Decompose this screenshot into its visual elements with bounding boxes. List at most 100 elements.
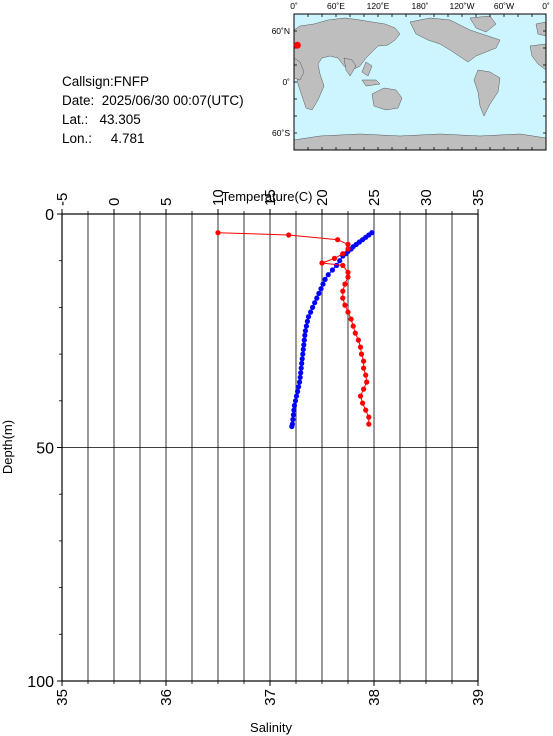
salinity-point [340, 251, 346, 257]
map-latitude-label: 0˚ [282, 77, 290, 87]
location-map: 0˚ 60˚E 120˚E 180˚ 120˚W 60˚W 0˚ 60˚N 0˚ 60˚S [272, 1, 550, 151]
salinity-point [348, 316, 354, 322]
salinity-point [340, 262, 346, 268]
temperature-point [303, 323, 309, 329]
salinity-point [345, 246, 351, 252]
map-longitude-label: 120˚W [449, 1, 474, 11]
salinity-point [352, 330, 358, 336]
map-longitude-label: 120˚E [367, 1, 390, 11]
temperature-tick-label: 25 [366, 189, 383, 206]
map-longitude-label: 180˚ [411, 1, 428, 11]
salinity-point [361, 365, 367, 371]
salinity-point [361, 358, 367, 364]
salinity-point [355, 337, 361, 343]
temperature-point [297, 374, 303, 380]
temperature-tick-label: 15 [262, 189, 279, 206]
salinity-point [345, 241, 351, 247]
temperature-point [291, 402, 297, 409]
temperature-point [312, 300, 318, 306]
temperature-point [337, 258, 343, 264]
salinity-point [340, 288, 346, 294]
depth-tick-label: 0 [45, 207, 54, 224]
temperature-point [290, 416, 296, 423]
salinity-point [357, 344, 364, 350]
depth-tick-label: 100 [27, 674, 54, 691]
salinity-axis-title: Salinity [250, 720, 292, 735]
temperature-point [301, 342, 307, 348]
temperature-tick-label: 10 [210, 189, 227, 206]
temperature-point [300, 346, 306, 352]
temperature-point [300, 351, 306, 357]
temperature-point [298, 365, 304, 371]
temperature-tick-label: 20 [314, 189, 331, 206]
salinity-point [345, 274, 351, 280]
map-longitude-label: 60˚E [327, 1, 345, 11]
temperature-point [305, 314, 312, 320]
salinity-point [350, 323, 356, 329]
salinity-point [286, 232, 292, 238]
salinity-point [364, 379, 370, 385]
temperature-point [296, 384, 302, 390]
temperature-tick-label: 30 [418, 189, 435, 206]
temperature-point [334, 262, 340, 268]
salinity-tick-label: 36 [158, 689, 175, 706]
chart-grid [61, 214, 479, 681]
salinity-point [319, 260, 325, 266]
temperature-point [316, 290, 322, 296]
map-latitude-label: 60˚N [272, 26, 290, 36]
map-latitude-label: 60˚S [272, 128, 290, 138]
salinity-profile-line [217, 232, 370, 425]
map-latitude-labels: 60˚N 0˚ 60˚S [272, 26, 291, 138]
temperature-point [291, 407, 297, 413]
salinity-point [215, 230, 221, 236]
temperature-point [297, 379, 303, 385]
temperature-tick-label: 35 [470, 189, 487, 206]
salinity-point [345, 309, 351, 315]
map-ticks [293, 13, 547, 151]
callsign-text: Callsign:FNFP [62, 74, 150, 89]
temperature-point [293, 393, 300, 399]
latitude-text: Lat.: 43.305 [62, 112, 141, 127]
salinity-point [363, 407, 369, 413]
salinity-point [363, 372, 369, 378]
depth-tick-label: 50 [36, 441, 54, 458]
salinity-point [331, 255, 338, 261]
salinity-axis: 35 36 37 38 39 [54, 681, 487, 706]
salinity-point [342, 281, 348, 287]
station-info: Callsign:FNFP Date: 2025/06/30 00:07(UTC… [62, 72, 244, 148]
temperature-point [302, 328, 308, 334]
salinity-point [358, 351, 365, 357]
temperature-point [320, 281, 326, 287]
salinity-point [345, 269, 351, 275]
depth-axis-title: Depth(m) [0, 420, 15, 474]
temperature-point [329, 267, 335, 273]
temperature-point [292, 398, 299, 404]
temperature-point [318, 286, 324, 292]
temperature-point [304, 318, 310, 324]
temperature-tick-label: -5 [54, 193, 71, 206]
salinity-point [366, 421, 372, 427]
temperature-point [295, 388, 301, 395]
temperature-point [308, 309, 314, 315]
salinity-point [360, 400, 366, 406]
map-land [293, 15, 547, 151]
temperature-point [289, 423, 295, 430]
temperature-axis-title: Temperature(C) [221, 189, 312, 204]
temperature-point [302, 332, 308, 338]
map-longitude-label: 60˚W [494, 1, 514, 11]
temperature-point [299, 360, 305, 366]
map-longitude-label: 0˚ [542, 1, 550, 11]
temperature-point [322, 276, 328, 282]
temperature-point [290, 412, 296, 418]
temperature-tick-label: 5 [158, 198, 175, 206]
temperature-point [301, 337, 307, 343]
temperature-tick-label: 0 [106, 198, 123, 206]
salinity-point [366, 414, 372, 420]
temperature-point [310, 304, 316, 310]
map-longitude-labels: 0˚ 60˚E 120˚E 180˚ 120˚W 60˚W 0˚ [290, 1, 550, 11]
temperature-point [314, 295, 320, 301]
salinity-point [361, 386, 367, 392]
temperature-point [325, 272, 331, 278]
temperature-point [299, 356, 305, 362]
